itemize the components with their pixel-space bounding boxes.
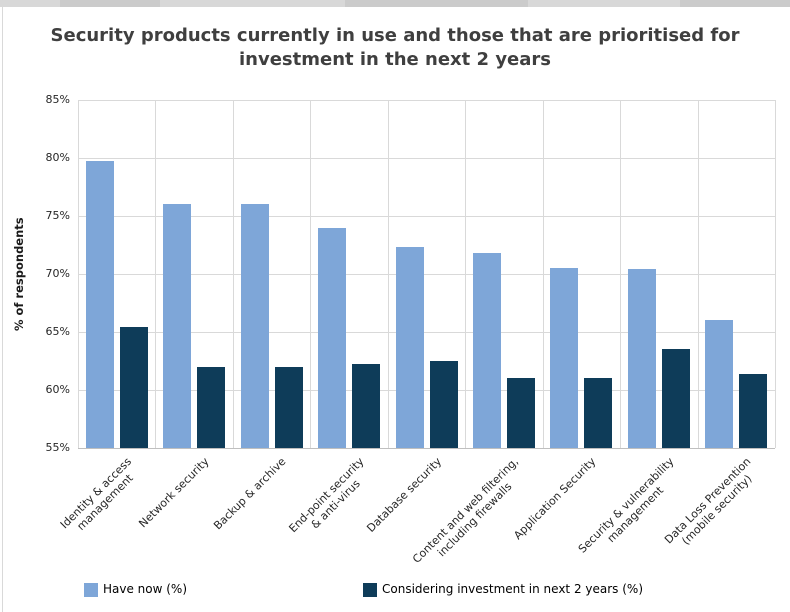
legend-swatch-considering-investment — [363, 582, 377, 597]
x-axis-label: Identity & access management — [57, 455, 136, 533]
gridline-vertical — [465, 100, 467, 448]
gridline-horizontal — [78, 216, 775, 217]
gridline-vertical — [78, 100, 79, 448]
gridline-horizontal — [78, 390, 775, 391]
x-axis-label: Network security — [136, 455, 212, 531]
gridline-vertical — [387, 100, 389, 448]
y-axis-tick-label: 85% — [45, 93, 70, 106]
bar-considering-investment — [119, 327, 148, 448]
top-strip-segment — [60, 0, 160, 7]
bar-have-now — [550, 268, 579, 448]
gridline-vertical — [620, 100, 622, 448]
bar-considering-investment — [584, 378, 613, 448]
top-strip-segment — [345, 0, 528, 7]
bar-have-now — [395, 247, 424, 448]
gridline-vertical — [775, 100, 776, 448]
x-axis-label: Security & vulnerability management — [575, 455, 677, 556]
top-strip — [0, 0, 790, 7]
y-axis-tick-label: 80% — [45, 151, 70, 164]
legend-item-considering-investment: Considering investment in next 2 years (… — [363, 582, 643, 597]
y-axis-title: % of respondents — [12, 217, 26, 331]
legend-item-have-now: Have now (%) — [84, 582, 187, 597]
x-axis-line — [78, 448, 775, 449]
bar-considering-investment — [506, 378, 535, 448]
legend-label-have-now: Have now (%) — [103, 582, 188, 596]
bar-have-now — [318, 227, 347, 448]
legend: Have now (%) Considering investment in n… — [0, 581, 790, 601]
gridline-vertical — [232, 100, 234, 448]
bar-considering-investment — [429, 361, 458, 448]
gridline-horizontal — [78, 158, 775, 159]
gridline-vertical — [697, 100, 699, 448]
y-axis-tick-label: 75% — [45, 209, 70, 222]
x-axis-label: End-point security & anti-virus — [286, 455, 367, 536]
bar-considering-investment — [739, 373, 768, 448]
bar-considering-investment — [197, 366, 226, 448]
bar-have-now — [472, 253, 501, 448]
bar-have-now — [705, 320, 734, 448]
top-strip-segment — [680, 0, 790, 7]
legend-label-considering-investment: Considering investment in next 2 years (… — [382, 582, 643, 596]
y-axis-tick-label: 70% — [45, 267, 70, 280]
chart-title: Security products currently in use and t… — [50, 25, 740, 70]
gridline-vertical — [542, 100, 544, 448]
gridline-vertical — [155, 100, 157, 448]
bar-have-now — [240, 204, 269, 448]
y-axis-tick-label: 55% — [45, 441, 70, 454]
gridline-horizontal — [78, 274, 775, 275]
bar-considering-investment — [352, 364, 381, 448]
bar-considering-investment — [661, 349, 690, 448]
y-axis-tick-label: 65% — [45, 325, 70, 338]
x-axis-label: Backup & archive — [211, 455, 289, 533]
bar-considering-investment — [274, 366, 303, 448]
bar-have-now — [163, 204, 192, 448]
chart-frame-left-border — [2, 7, 3, 612]
y-axis-tick-label: 60% — [45, 383, 70, 396]
x-axis-label: Database security — [363, 455, 444, 535]
bar-have-now — [85, 161, 114, 448]
legend-swatch-have-now — [84, 582, 98, 597]
gridline-vertical — [310, 100, 312, 448]
gridline-horizontal — [78, 100, 775, 101]
gridline-horizontal — [78, 332, 775, 333]
bar-have-now — [627, 269, 656, 448]
